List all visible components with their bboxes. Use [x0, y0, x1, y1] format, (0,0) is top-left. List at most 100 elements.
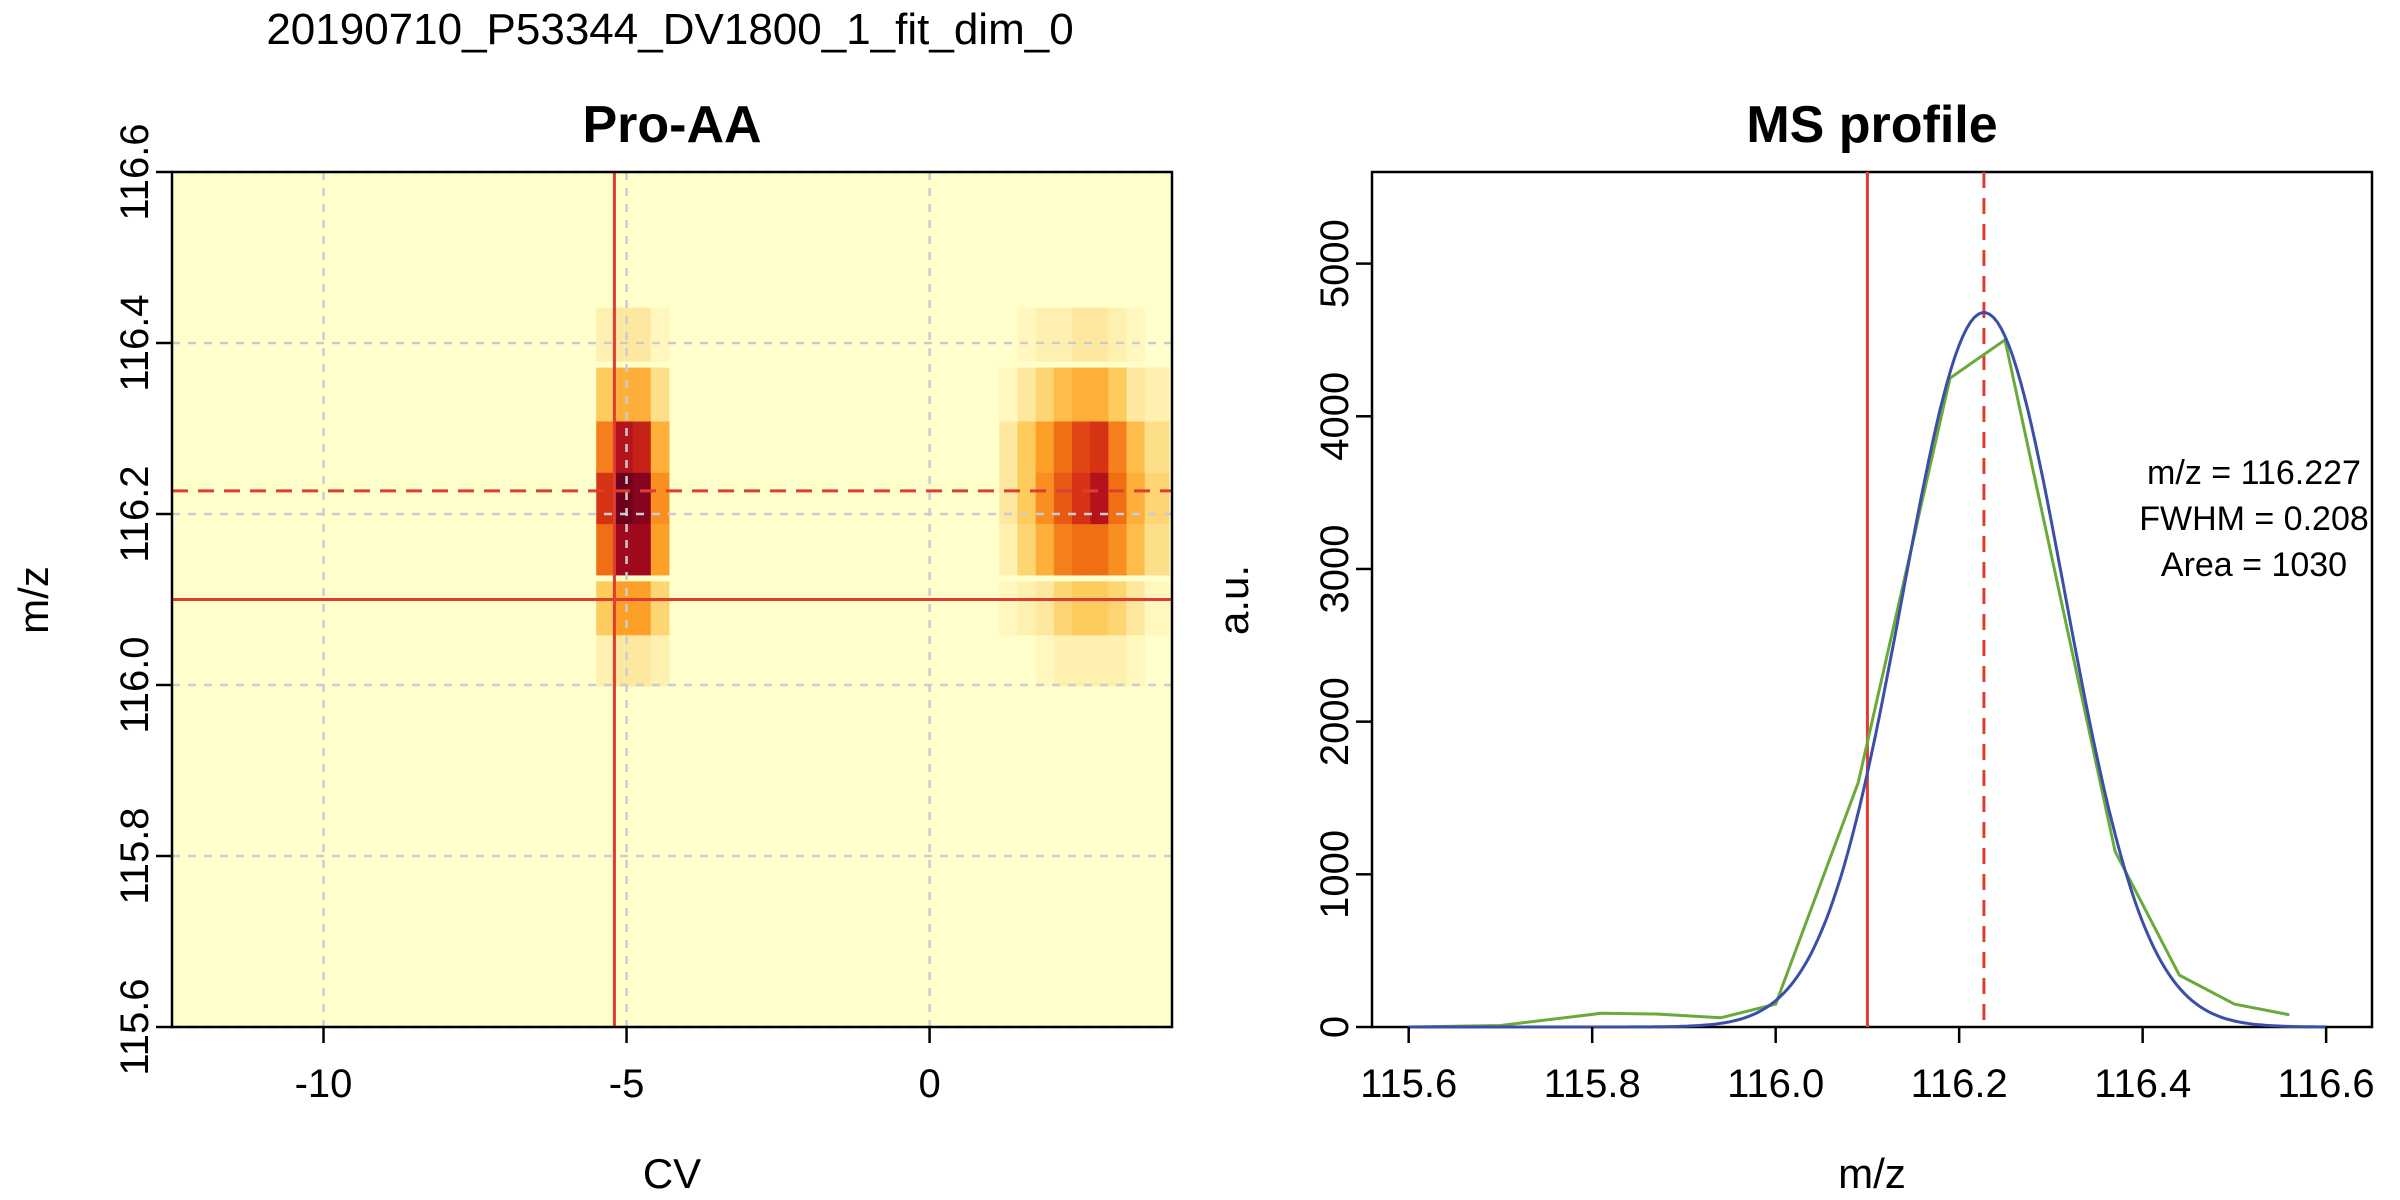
heatmap-cell	[1126, 307, 1146, 362]
annotation-fwhm: FWHM = 0.208	[2139, 500, 2369, 538]
heatmap-cell	[596, 418, 615, 473]
heatmap-cell	[1053, 307, 1073, 362]
ms-profile-y-axis: 0 1000 2000 3000 4000 5000	[1313, 219, 1372, 1038]
heatmap-cell	[1090, 307, 1109, 362]
heatmap-cell	[632, 307, 652, 362]
heatmap-y-tick-label: 115.6	[113, 978, 157, 1075]
heatmap-x-tick-label: -10	[295, 1062, 353, 1106]
ms-profile-y-label: a.u.	[1210, 565, 1257, 635]
heatmap-cell	[1053, 418, 1073, 473]
heatmap-x-label: CV	[643, 1150, 701, 1197]
heatmap-cell	[1144, 418, 1170, 473]
heatmap-cell	[1053, 470, 1073, 525]
heatmap-cell	[1144, 367, 1170, 422]
ms-profile-x-label: m/z	[1838, 1150, 1906, 1197]
ms-profile-title: MS profile	[1746, 96, 1997, 154]
heatmap-cell	[1017, 418, 1037, 473]
heatmap-cell	[1126, 521, 1146, 576]
heatmap-cell	[1053, 521, 1073, 576]
heatmap-cell	[1090, 470, 1109, 525]
heatmap-cell	[632, 632, 652, 687]
figure-title: 20190710_P53344_DV1800_1_fit_dim_0	[266, 5, 1073, 54]
heatmap-cell	[1072, 581, 1091, 636]
heatmap-cell	[1017, 367, 1037, 422]
annotation-area: Area = 1030	[2161, 546, 2347, 584]
heatmap-y-tick-label: 116.0	[113, 636, 157, 733]
heatmap-cell	[1126, 632, 1146, 687]
heatmap-y-axis: 115.6 115.8 116.0 116.2 116.4 116.6	[113, 123, 172, 1076]
heatmap-y-tick-label: 116.6	[113, 123, 157, 220]
ms-profile-x-tick-label: 116.6	[2278, 1062, 2375, 1106]
data-series-line	[1408, 337, 2290, 1029]
heatmap-x-tick-label: -5	[609, 1062, 645, 1106]
heatmap-cell	[1072, 307, 1091, 362]
heatmap-x-tick-label: 0	[918, 1062, 940, 1106]
heatmap-cell	[650, 470, 670, 525]
heatmap-cell	[1035, 307, 1055, 362]
heatmap-cell	[596, 521, 615, 576]
heatmap-cell	[650, 632, 670, 687]
heatmap-cell	[1017, 307, 1037, 362]
heatmap-cell	[1017, 521, 1037, 576]
heatmap-cell	[596, 632, 615, 687]
heatmap-cell	[1090, 418, 1109, 473]
heatmap-cell	[632, 367, 652, 422]
heatmap-y-label: m/z	[10, 566, 57, 634]
heatmap-cell	[1035, 581, 1055, 636]
heatmap-cell	[650, 367, 670, 422]
heatmap-cell	[1126, 367, 1146, 422]
heatmap-cell	[632, 418, 652, 473]
heatmap-cell	[614, 418, 634, 473]
heatmap-cell	[596, 581, 615, 636]
heatmap-cell	[596, 367, 615, 422]
heatmap-cell	[1072, 632, 1091, 687]
heatmap-y-tick-label: 116.2	[113, 465, 157, 562]
peak-annotation: m/z = 116.227 FWHM = 0.208 Area = 1030	[2139, 454, 2369, 584]
ms-profile-x-tick-label: 116.4	[2094, 1062, 2191, 1106]
heatmap-cell	[1017, 470, 1037, 525]
heatmap-y-tick-label: 115.8	[113, 807, 157, 904]
heatmap-cell	[632, 521, 652, 576]
heatmap-cell	[1144, 470, 1170, 525]
heatmap-panel: Pro-AA -10 -5 0 115.6115.8116.0116.2116.41…	[10, 96, 1174, 1197]
heatmap-cell	[632, 581, 652, 636]
ms-profile-x-tick-label: 116.2	[1911, 1062, 2008, 1106]
ms-profile-y-tick-label: 1000	[1313, 830, 1357, 919]
heatmap-cell	[999, 418, 1018, 473]
heatmap-cell	[650, 307, 670, 362]
heatmap-cell	[999, 581, 1018, 636]
annotation-mz: m/z = 116.227	[2147, 454, 2361, 492]
heatmap-cell	[650, 418, 670, 473]
ms-profile-x-tick-label: 115.8	[1544, 1062, 1641, 1106]
heatmap-marker-lines	[172, 172, 1172, 1027]
heatmap-cells	[596, 307, 1170, 687]
heatmap-cell	[614, 367, 634, 422]
ms-profile-x-tick-label: 115.6	[1360, 1062, 1457, 1106]
heatmap-cell	[1035, 367, 1055, 422]
heatmap-cell	[614, 632, 634, 687]
heatmap-cell	[1126, 418, 1146, 473]
ms-profile-y-tick-label: 4000	[1313, 372, 1357, 461]
heatmap-cell	[650, 581, 670, 636]
heatmap-cell	[1035, 632, 1055, 687]
ms-profile-panel: MS profile 115.6 115.8 116.0 116.2 116.4 116.…	[1210, 96, 2375, 1197]
heatmap-cell	[999, 367, 1018, 422]
heatmap-cell	[1035, 418, 1055, 473]
heatmap-cell	[1108, 307, 1128, 362]
heatmap-cell	[1072, 367, 1091, 422]
ms-profile-x-axis: 115.6 115.8 116.0 116.2 116.4 116.6	[1360, 1027, 2375, 1106]
heatmap-frame	[170, 170, 1174, 1029]
ms-profile-y-tick-label: 5000	[1313, 219, 1357, 308]
ms-profile-y-tick-label: 2000	[1313, 677, 1357, 766]
heatmap-y-tick-label: 116.4	[113, 294, 157, 391]
heatmap-cell	[999, 521, 1018, 576]
ms-profile-x-tick-label: 116.0	[1727, 1062, 1824, 1106]
fit-series-line	[1408, 311, 2327, 1029]
ms-profile-plot-area	[1370, 170, 2374, 1029]
heatmap-cell	[1090, 521, 1109, 576]
heatmap-cell	[1035, 470, 1055, 525]
heatmap-title: Pro-AA	[582, 96, 761, 154]
heatmap-cell	[596, 470, 615, 525]
